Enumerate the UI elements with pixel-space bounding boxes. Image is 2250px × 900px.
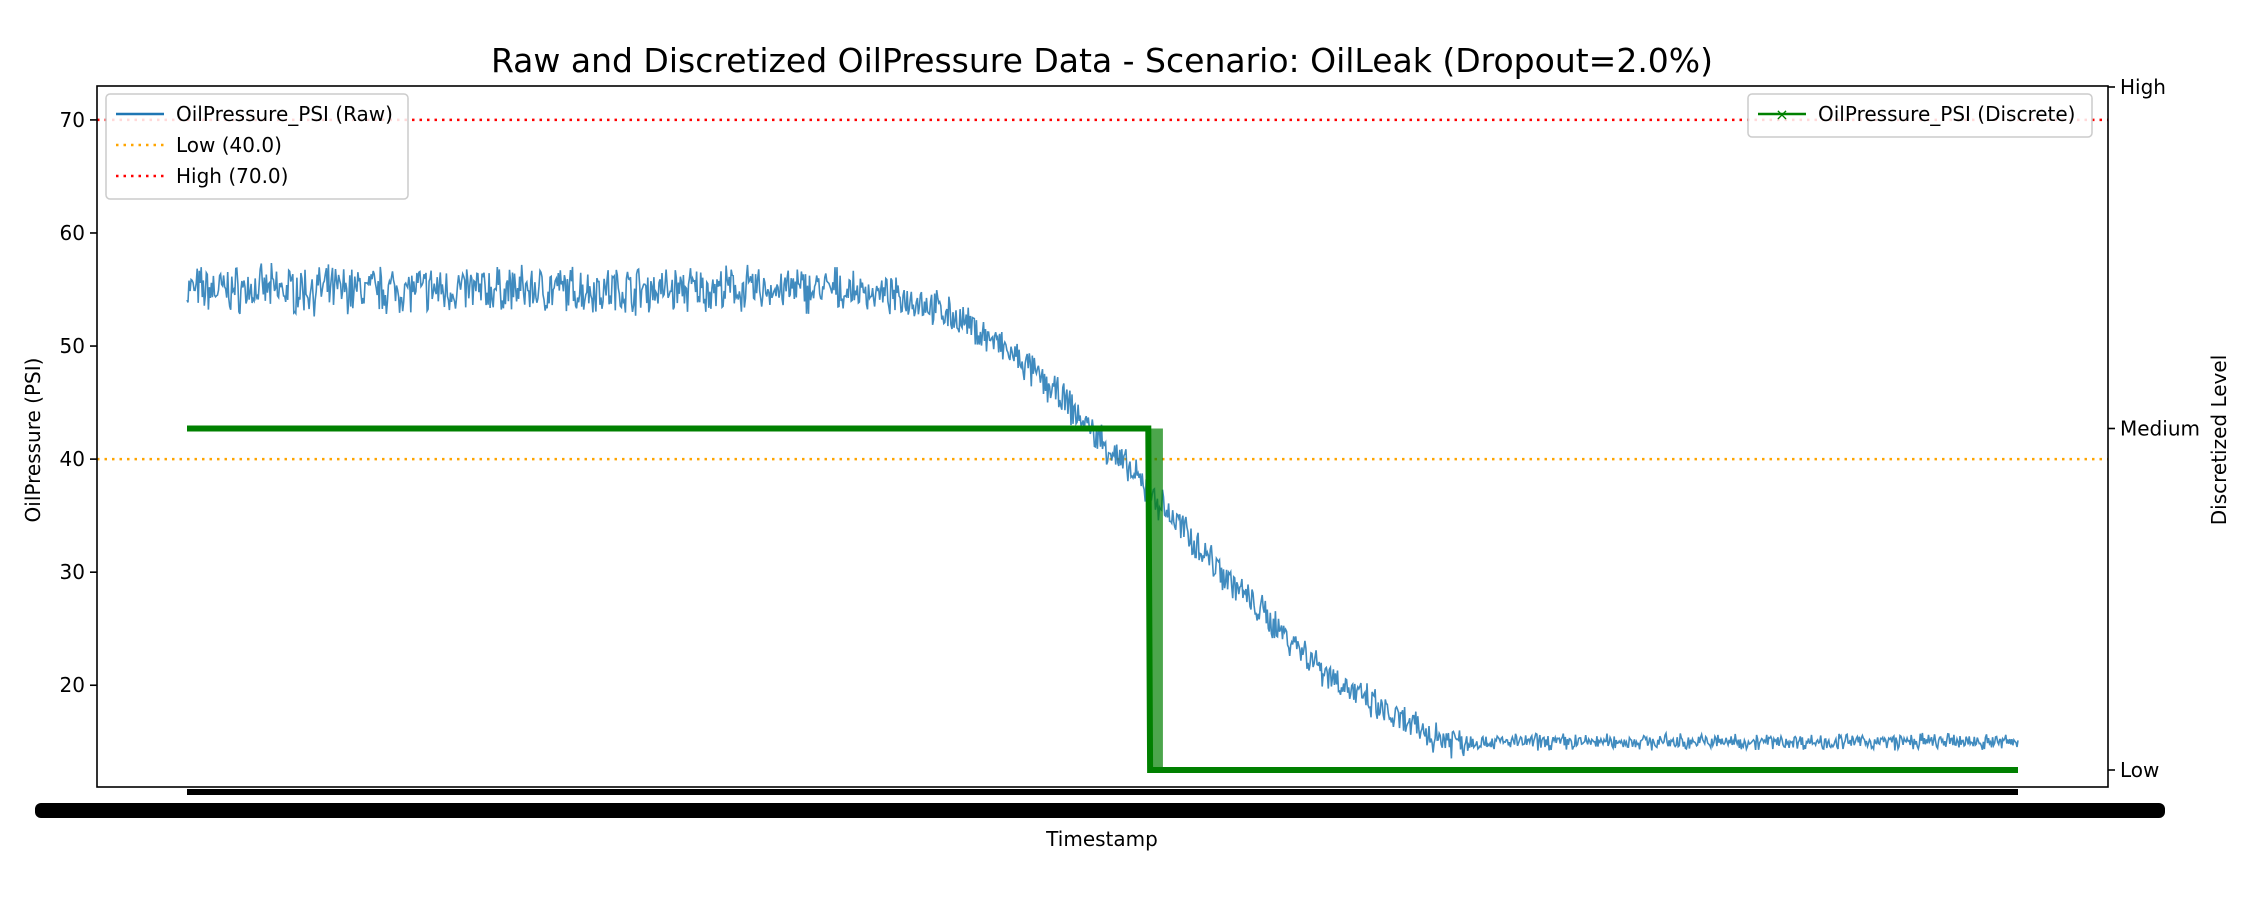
legend-left-label-0: OilPressure_PSI (Raw) [176, 102, 393, 126]
plot-area [97, 118, 2108, 773]
y-tick-label-4: 60 [60, 221, 85, 245]
y-axis-label: OilPressure (PSI) [21, 358, 45, 523]
plot-frame [96, 85, 2109, 788]
legend-right-box [1747, 93, 2093, 138]
legend-left: OilPressure_PSI (Raw) Low (40.0) High (70.… [105, 93, 409, 200]
axes: 20 30 40 50 60 70 Low Medium High [35, 75, 2200, 818]
legend-left-label-1: Low (40.0) [176, 133, 282, 157]
legend-left-label-2: High (70.0) [176, 164, 288, 188]
y-tick-label-2: 40 [60, 447, 85, 471]
discrete-series-line [187, 425, 2018, 773]
y-axis-right-label: Discretized Level [2207, 355, 2231, 526]
raw-series-line [186, 262, 2019, 759]
y-tick-label-3: 50 [60, 334, 85, 358]
x-tick-labels [35, 803, 2165, 818]
x-tick-marks [187, 789, 2018, 795]
discrete-transition-band [1148, 428, 1163, 770]
chart-title: Raw and Discretized OilPressure Data - S… [491, 41, 1713, 80]
legend-right-marker-0: × [1775, 105, 1788, 124]
right-tick-label-2: High [2120, 75, 2166, 99]
right-tick-label-0: Low [2120, 758, 2159, 782]
y-tick-label-1: 30 [60, 560, 85, 584]
y-tick-label-5: 70 [60, 108, 85, 132]
legend-right-label-0: OilPressure_PSI (Discrete) [1818, 102, 2075, 126]
right-tick-label-1: Medium [2120, 417, 2200, 441]
y-tick-label-0: 20 [60, 673, 85, 697]
legend-right: × OilPressure_PSI (Discrete) [1747, 93, 2093, 138]
x-axis-label: Timestamp [1045, 827, 1158, 851]
legend-left-box [105, 93, 409, 200]
